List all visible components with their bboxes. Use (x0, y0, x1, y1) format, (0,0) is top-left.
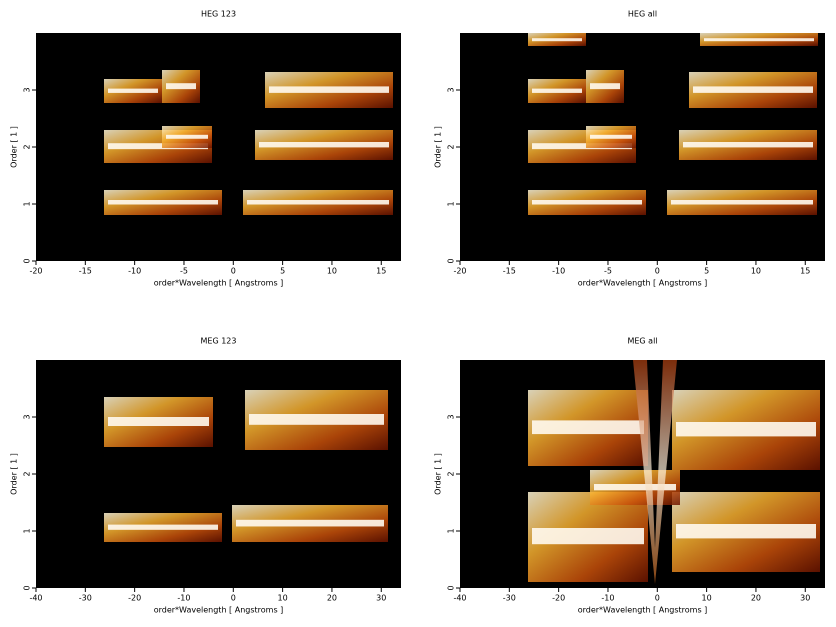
emission-core (704, 38, 814, 42)
x-tick-label: -20 (128, 594, 141, 603)
y-tick-label: 3 (23, 414, 32, 419)
x-tick-label: -20 (552, 594, 565, 603)
panel-title: HEG all (628, 10, 657, 19)
emission-core (259, 142, 389, 148)
emission-core (108, 524, 218, 530)
y-tick-label: 1 (23, 201, 32, 206)
panel-title: HEG 123 (201, 10, 236, 19)
y-tick-label: 1 (23, 528, 32, 533)
x-tick-label: 20 (327, 594, 337, 603)
y-tick-label: 1 (447, 201, 456, 206)
x-tick-label: -10 (601, 594, 614, 603)
emission-core (108, 88, 158, 93)
x-tick-label: 5 (704, 267, 709, 276)
emission-core (108, 200, 218, 205)
emission-core (693, 86, 813, 93)
emission-core (532, 528, 644, 545)
x-tick-label: -15 (79, 267, 92, 276)
emission-core (590, 134, 632, 139)
y-tick-label: 2 (447, 144, 456, 149)
emission-core (676, 422, 816, 437)
emission-core (269, 86, 389, 93)
x-tick-label: 0 (655, 594, 660, 603)
emission-core (532, 420, 644, 435)
emission-core (166, 134, 208, 139)
x-tick-label: 15 (376, 267, 386, 276)
zero-order-cone (633, 360, 677, 584)
x-tick-label: 5 (280, 267, 285, 276)
y-tick-label: 3 (447, 414, 456, 419)
x-tick-label: 10 (751, 267, 761, 276)
emission-core (671, 200, 813, 205)
emission-core (590, 83, 620, 90)
x-tick-label: -20 (29, 267, 42, 276)
x-tick-label: -5 (180, 267, 188, 276)
x-tick-label: -5 (604, 267, 612, 276)
x-tick-label: -30 (503, 594, 516, 603)
y-tick-label: 2 (23, 471, 32, 476)
y-tick-label: 1 (447, 528, 456, 533)
x-tick-label: -10 (128, 267, 141, 276)
y-axis-label: Order [ 1 ] (10, 453, 19, 495)
emission-core (108, 417, 209, 426)
y-axis-label: Order [ 1 ] (10, 126, 19, 168)
emission-core (108, 143, 208, 150)
x-tick-label: -10 (552, 267, 565, 276)
emission-core (676, 524, 816, 539)
emission-core (247, 200, 389, 205)
emission-core (532, 200, 642, 205)
x-tick-label: 30 (376, 594, 386, 603)
x-axis-label: order*Wavelength [ Angstroms ] (578, 279, 708, 288)
y-axis-label: Order [ 1 ] (434, 453, 443, 495)
emission-core (249, 414, 384, 425)
x-axis-label: order*Wavelength [ Angstroms ] (154, 606, 284, 615)
y-tick-label: 0 (23, 258, 32, 263)
emission-core (236, 519, 384, 527)
x-tick-label: -40 (453, 594, 466, 603)
emission-core (166, 83, 196, 90)
y-tick-label: 2 (23, 144, 32, 149)
x-tick-label: 10 (278, 594, 288, 603)
x-tick-label: -30 (79, 594, 92, 603)
y-axis-label: Order [ 1 ] (434, 126, 443, 168)
panel-title: MEG 123 (201, 337, 237, 346)
x-tick-label: 30 (800, 594, 810, 603)
x-tick-label: 10 (327, 267, 337, 276)
emission-core (683, 142, 813, 148)
y-tick-label: 2 (447, 471, 456, 476)
x-tick-label: 0 (655, 267, 660, 276)
y-tick-label: 0 (23, 585, 32, 590)
x-tick-label: -15 (503, 267, 516, 276)
emission-core (532, 88, 582, 93)
y-tick-label: 3 (23, 87, 32, 92)
x-tick-label: 0 (231, 267, 236, 276)
x-tick-label: -10 (177, 594, 190, 603)
x-tick-label: -40 (29, 594, 42, 603)
x-axis-label: order*Wavelength [ Angstroms ] (154, 279, 284, 288)
x-axis-label: order*Wavelength [ Angstroms ] (578, 606, 708, 615)
y-tick-label: 3 (447, 87, 456, 92)
emission-core (532, 143, 632, 150)
emission-core (532, 38, 582, 42)
x-tick-label: 10 (702, 594, 712, 603)
x-tick-label: 20 (751, 594, 761, 603)
x-tick-label: 0 (231, 594, 236, 603)
panel-title: MEG all (627, 337, 657, 346)
x-tick-label: -20 (453, 267, 466, 276)
y-tick-label: 0 (447, 258, 456, 263)
emission-core (594, 484, 676, 491)
x-tick-label: 15 (800, 267, 810, 276)
y-tick-label: 0 (447, 585, 456, 590)
